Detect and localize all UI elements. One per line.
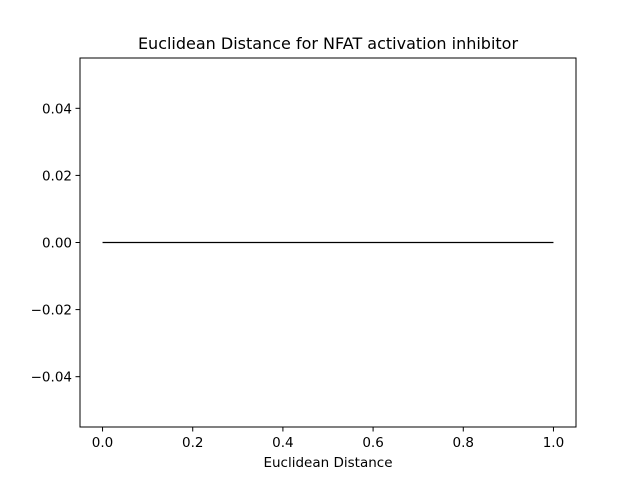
- x-axis-ticks: 0.0 0.2 0.4 0.6 0.8 1.0: [92, 427, 564, 451]
- x-tick-label: 0.4: [272, 435, 293, 451]
- chart-title: Euclidean Distance for NFAT activation i…: [138, 34, 519, 53]
- y-axis-ticks: 0.04 0.02 0.00 −0.02 −0.04: [31, 101, 80, 386]
- x-tick-label: 0.0: [92, 435, 113, 451]
- x-tick-label: 0.2: [182, 435, 203, 451]
- x-axis-label: Euclidean Distance: [263, 455, 392, 471]
- x-tick-label: 0.8: [453, 435, 474, 451]
- y-tick-label: 0.00: [42, 236, 72, 252]
- y-tick-label: −0.04: [31, 370, 72, 386]
- y-tick-label: 0.04: [42, 101, 72, 117]
- x-tick-label: 1.0: [543, 435, 564, 451]
- x-tick-label: 0.6: [362, 435, 383, 451]
- y-tick-label: 0.02: [42, 168, 72, 184]
- y-tick-label: −0.02: [31, 303, 72, 319]
